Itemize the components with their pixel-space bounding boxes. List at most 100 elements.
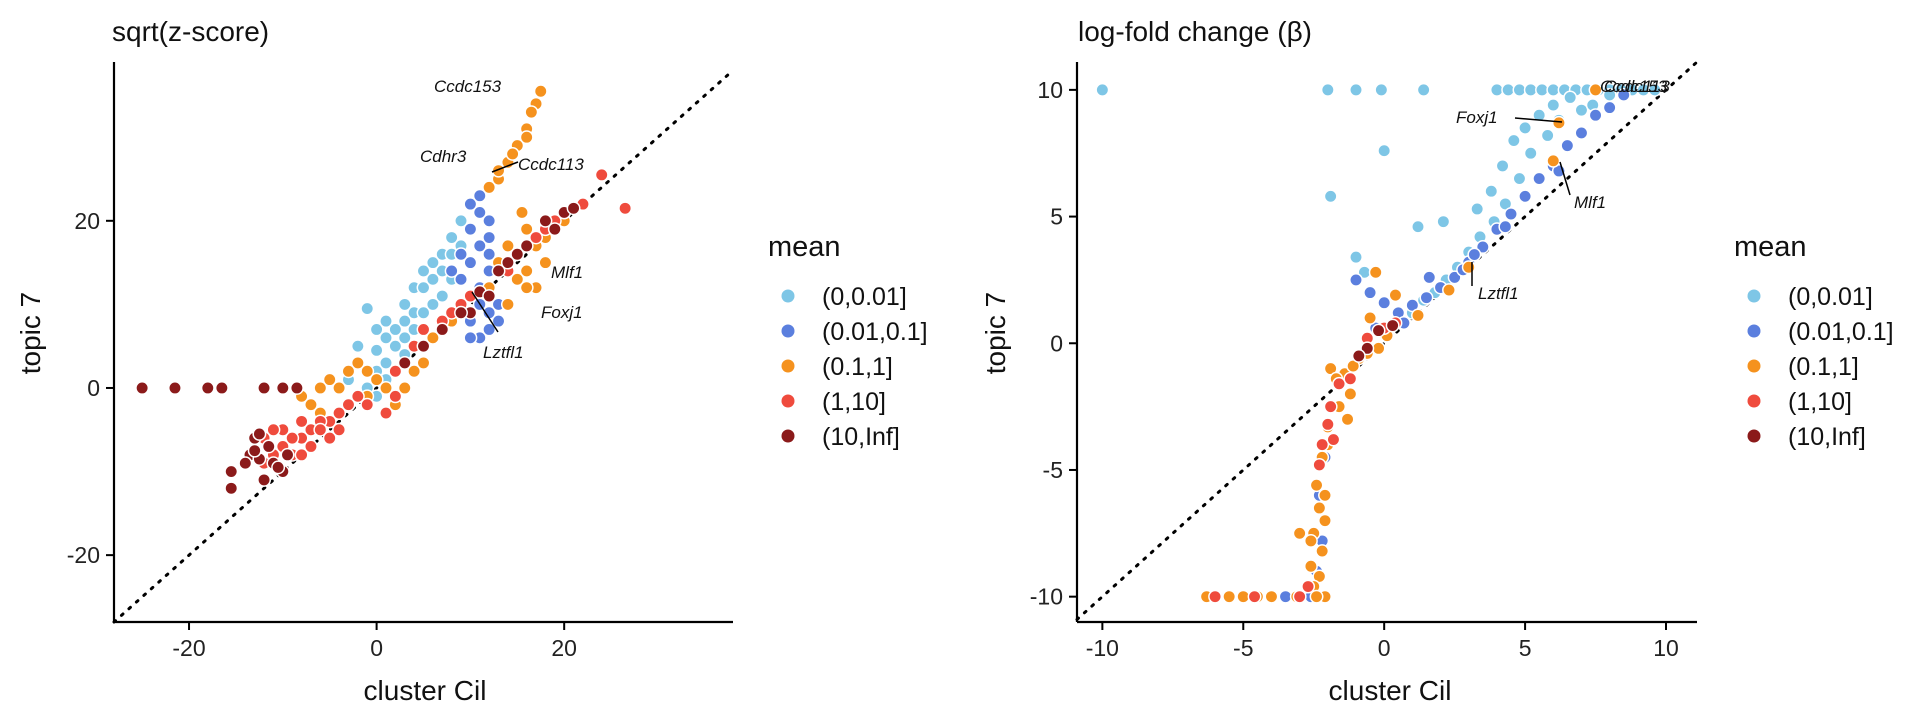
data-point [1574, 103, 1589, 118]
data-point [1318, 488, 1332, 503]
data-point [435, 289, 450, 303]
data-point [482, 322, 497, 337]
data-point [1498, 219, 1513, 234]
annotation-label: Ccdc113 [518, 155, 584, 174]
data-point [1377, 295, 1392, 310]
data-point [515, 205, 529, 220]
data-point [1467, 247, 1482, 262]
y-tick-label: -10 [1030, 584, 1063, 610]
legend: mean (0,0.01] (0.01,0.1] (0.1,1] (1,10] (10,… [1734, 231, 1894, 451]
annotation-label: Mlf1 [551, 263, 583, 282]
legend-item: (10,Inf] [781, 423, 900, 451]
data-point [1332, 376, 1347, 391]
legend-label: (10,Inf] [1788, 423, 1866, 451]
data-point [257, 381, 272, 395]
data-point [444, 264, 459, 278]
annotation-label: Ccdc113 [1604, 77, 1670, 96]
data-point [379, 406, 393, 420]
x-tick-label: 0 [370, 635, 383, 661]
data-point [379, 330, 393, 345]
data-point [388, 322, 403, 337]
data-point [500, 297, 515, 312]
data-point [1303, 559, 1318, 574]
data-point [1385, 318, 1400, 333]
series-2 [1199, 82, 1603, 604]
identity-line-path [1075, 60, 1699, 621]
y-axis-label: topic 7 [980, 292, 1011, 375]
legend-swatch [781, 394, 795, 408]
data-point [1377, 143, 1392, 158]
data-point [1588, 108, 1603, 123]
data-point [360, 397, 375, 412]
gene-annotations: Ccdc153 Cdhr3 Ccdc113 Mlf1 Foxj1 Lztfl1 [420, 77, 584, 362]
data-point [1540, 128, 1555, 143]
data-point [472, 205, 487, 220]
data-point [1264, 589, 1279, 604]
data-point [1363, 285, 1378, 300]
data-point [1323, 399, 1338, 414]
data-point [1616, 87, 1631, 102]
legend-title: mean [768, 231, 841, 263]
leader-ccdc113 [491, 161, 519, 173]
data-point [472, 238, 487, 253]
data-point [1292, 526, 1307, 541]
x-tick-label: -5 [1233, 635, 1253, 661]
data-point [416, 280, 431, 295]
data-point [519, 280, 534, 295]
data-point [482, 247, 497, 262]
data-point [500, 238, 515, 253]
legend-label: (0.01,0.1] [822, 318, 928, 346]
annotation-label: Ccdc153 [434, 77, 502, 96]
data-point [505, 146, 520, 161]
data-point [519, 238, 534, 253]
data-point [350, 389, 365, 404]
legend-swatch [781, 324, 795, 338]
data-point [454, 305, 468, 320]
gene-annotations: Ccdc153 Ccdc113 Foxj1 Mlf1 Lztfl1 [1456, 77, 1670, 303]
data-point [1301, 579, 1316, 594]
data-point [350, 339, 365, 354]
data-point [1461, 260, 1476, 275]
data-point [1388, 288, 1403, 303]
data-point [289, 381, 304, 395]
legend-label: (0.1,1] [822, 353, 893, 381]
data-point [435, 322, 450, 337]
data-point [482, 289, 497, 303]
data-point [1309, 589, 1324, 604]
data-point [224, 481, 239, 496]
data-point [1343, 386, 1358, 401]
data-point [454, 247, 468, 262]
x-axis-label: cluster Cil [1329, 675, 1452, 706]
legend-label: (1,10] [822, 388, 886, 416]
data-point [491, 314, 506, 329]
legend-swatch [1747, 359, 1761, 373]
data-point [369, 372, 384, 387]
data-point [1323, 189, 1338, 204]
axes: -20 0 20 -20 0 20 [67, 62, 733, 661]
y-tick-label: 20 [74, 208, 100, 234]
legend-label: (10,Inf] [822, 423, 900, 451]
data-point [322, 431, 337, 446]
data-point [322, 372, 337, 387]
data-point [444, 230, 459, 245]
data-point [1374, 82, 1389, 97]
panel-log-fold-change: log-fold change (β) cluster Cil topic 7 … [980, 16, 1894, 706]
data-point [463, 197, 478, 212]
data-point [397, 381, 412, 395]
y-tick-label: -5 [1043, 457, 1063, 483]
data-point [1315, 437, 1330, 452]
data-point [1312, 501, 1327, 515]
data-point [454, 213, 468, 228]
data-point [1326, 432, 1341, 447]
data-point [1312, 457, 1327, 472]
data-point [1470, 202, 1485, 216]
data-point [1588, 82, 1603, 97]
data-point [1532, 108, 1547, 123]
data-point [313, 422, 328, 437]
identity-line-path [112, 68, 735, 624]
legend-item: (0,0.01] [781, 283, 907, 311]
data-point [388, 389, 403, 404]
data-point [566, 201, 581, 216]
x-tick-label: 10 [1653, 635, 1679, 661]
data-point [1292, 589, 1307, 604]
